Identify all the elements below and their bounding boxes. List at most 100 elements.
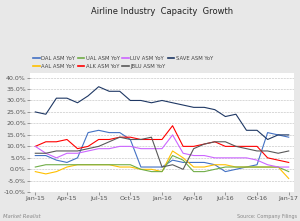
AAL ASM YoY [181, 156, 185, 159]
LUV ASM YoY [213, 156, 217, 159]
JBLU ASM YoY [44, 152, 48, 154]
DAL ASM YoY [160, 166, 164, 168]
LUV ASM YoY [44, 152, 48, 154]
UAL ASM YoY [245, 166, 248, 168]
SAVE ASM YoY [128, 99, 132, 102]
JBLU ASM YoY [150, 136, 153, 139]
UAL ASM YoY [44, 163, 48, 166]
AAL ASM YoY [160, 170, 164, 173]
DAL ASM YoY [287, 136, 290, 139]
UAL ASM YoY [150, 170, 153, 173]
Line: DAL ASM YoY: DAL ASM YoY [35, 130, 289, 172]
UAL ASM YoY [224, 166, 227, 168]
ALK ASM YoY [128, 136, 132, 139]
SAVE ASM YoY [34, 111, 37, 113]
Line: JBLU ASM YoY: JBLU ASM YoY [35, 137, 289, 169]
AAL ASM YoY [192, 166, 196, 168]
ALK ASM YoY [118, 136, 122, 139]
AAL ASM YoY [276, 166, 280, 168]
LUV ASM YoY [192, 154, 196, 157]
AAL ASM YoY [245, 166, 248, 168]
LUV ASM YoY [234, 156, 238, 159]
UAL ASM YoY [97, 163, 101, 166]
JBLU ASM YoY [107, 141, 111, 143]
SAVE ASM YoY [107, 90, 111, 93]
LUV ASM YoY [171, 133, 174, 136]
AAL ASM YoY [97, 163, 101, 166]
ALK ASM YoY [287, 161, 290, 164]
LUV ASM YoY [202, 154, 206, 157]
SAVE ASM YoY [213, 108, 217, 111]
Line: LUV ASM YoY: LUV ASM YoY [35, 135, 289, 167]
JBLU ASM YoY [213, 141, 217, 143]
LUV ASM YoY [245, 156, 248, 159]
LUV ASM YoY [34, 145, 37, 148]
JBLU ASM YoY [55, 150, 58, 152]
SAVE ASM YoY [139, 99, 143, 102]
JBLU ASM YoY [139, 138, 143, 141]
AAL ASM YoY [44, 173, 48, 175]
SAVE ASM YoY [171, 101, 174, 104]
SAVE ASM YoY [160, 99, 164, 102]
SAVE ASM YoY [65, 97, 69, 99]
UAL ASM YoY [34, 166, 37, 168]
DAL ASM YoY [34, 154, 37, 157]
DAL ASM YoY [65, 161, 69, 164]
Text: Source: Company Filings: Source: Company Filings [237, 214, 297, 219]
UAL ASM YoY [276, 166, 280, 168]
ALK ASM YoY [255, 145, 259, 148]
AAL ASM YoY [213, 163, 217, 166]
AAL ASM YoY [287, 177, 290, 180]
LUV ASM YoY [128, 145, 132, 148]
UAL ASM YoY [213, 168, 217, 171]
SAVE ASM YoY [276, 133, 280, 136]
SAVE ASM YoY [86, 95, 90, 97]
LUV ASM YoY [97, 147, 101, 150]
SAVE ASM YoY [150, 101, 153, 104]
DAL ASM YoY [266, 131, 269, 134]
LUV ASM YoY [150, 147, 153, 150]
UAL ASM YoY [65, 163, 69, 166]
ALK ASM YoY [213, 141, 217, 143]
LUV ASM YoY [118, 145, 122, 148]
LUV ASM YoY [65, 152, 69, 154]
JBLU ASM YoY [202, 143, 206, 145]
ALK ASM YoY [192, 145, 196, 148]
AAL ASM YoY [55, 170, 58, 173]
DAL ASM YoY [213, 163, 217, 166]
AAL ASM YoY [171, 150, 174, 152]
UAL ASM YoY [171, 154, 174, 157]
ALK ASM YoY [65, 138, 69, 141]
JBLU ASM YoY [255, 150, 259, 152]
SAVE ASM YoY [255, 129, 259, 132]
AAL ASM YoY [34, 170, 37, 173]
ALK ASM YoY [139, 138, 143, 141]
AAL ASM YoY [118, 166, 122, 168]
AAL ASM YoY [107, 163, 111, 166]
AAL ASM YoY [202, 166, 206, 168]
AAL ASM YoY [224, 163, 227, 166]
Line: AAL ASM YoY: AAL ASM YoY [35, 151, 289, 179]
SAVE ASM YoY [181, 104, 185, 106]
UAL ASM YoY [128, 163, 132, 166]
DAL ASM YoY [139, 166, 143, 168]
ALK ASM YoY [266, 156, 269, 159]
UAL ASM YoY [160, 170, 164, 173]
LUV ASM YoY [55, 156, 58, 159]
LUV ASM YoY [86, 150, 90, 152]
UAL ASM YoY [107, 163, 111, 166]
ALK ASM YoY [86, 145, 90, 148]
AAL ASM YoY [76, 163, 79, 166]
JBLU ASM YoY [181, 168, 185, 171]
SAVE ASM YoY [245, 129, 248, 132]
ALK ASM YoY [55, 141, 58, 143]
SAVE ASM YoY [44, 113, 48, 116]
JBLU ASM YoY [34, 152, 37, 154]
SAVE ASM YoY [192, 106, 196, 109]
JBLU ASM YoY [86, 147, 90, 150]
AAL ASM YoY [255, 166, 259, 168]
DAL ASM YoY [107, 131, 111, 134]
UAL ASM YoY [234, 166, 238, 168]
Line: UAL ASM YoY: UAL ASM YoY [35, 156, 289, 172]
SAVE ASM YoY [287, 133, 290, 136]
